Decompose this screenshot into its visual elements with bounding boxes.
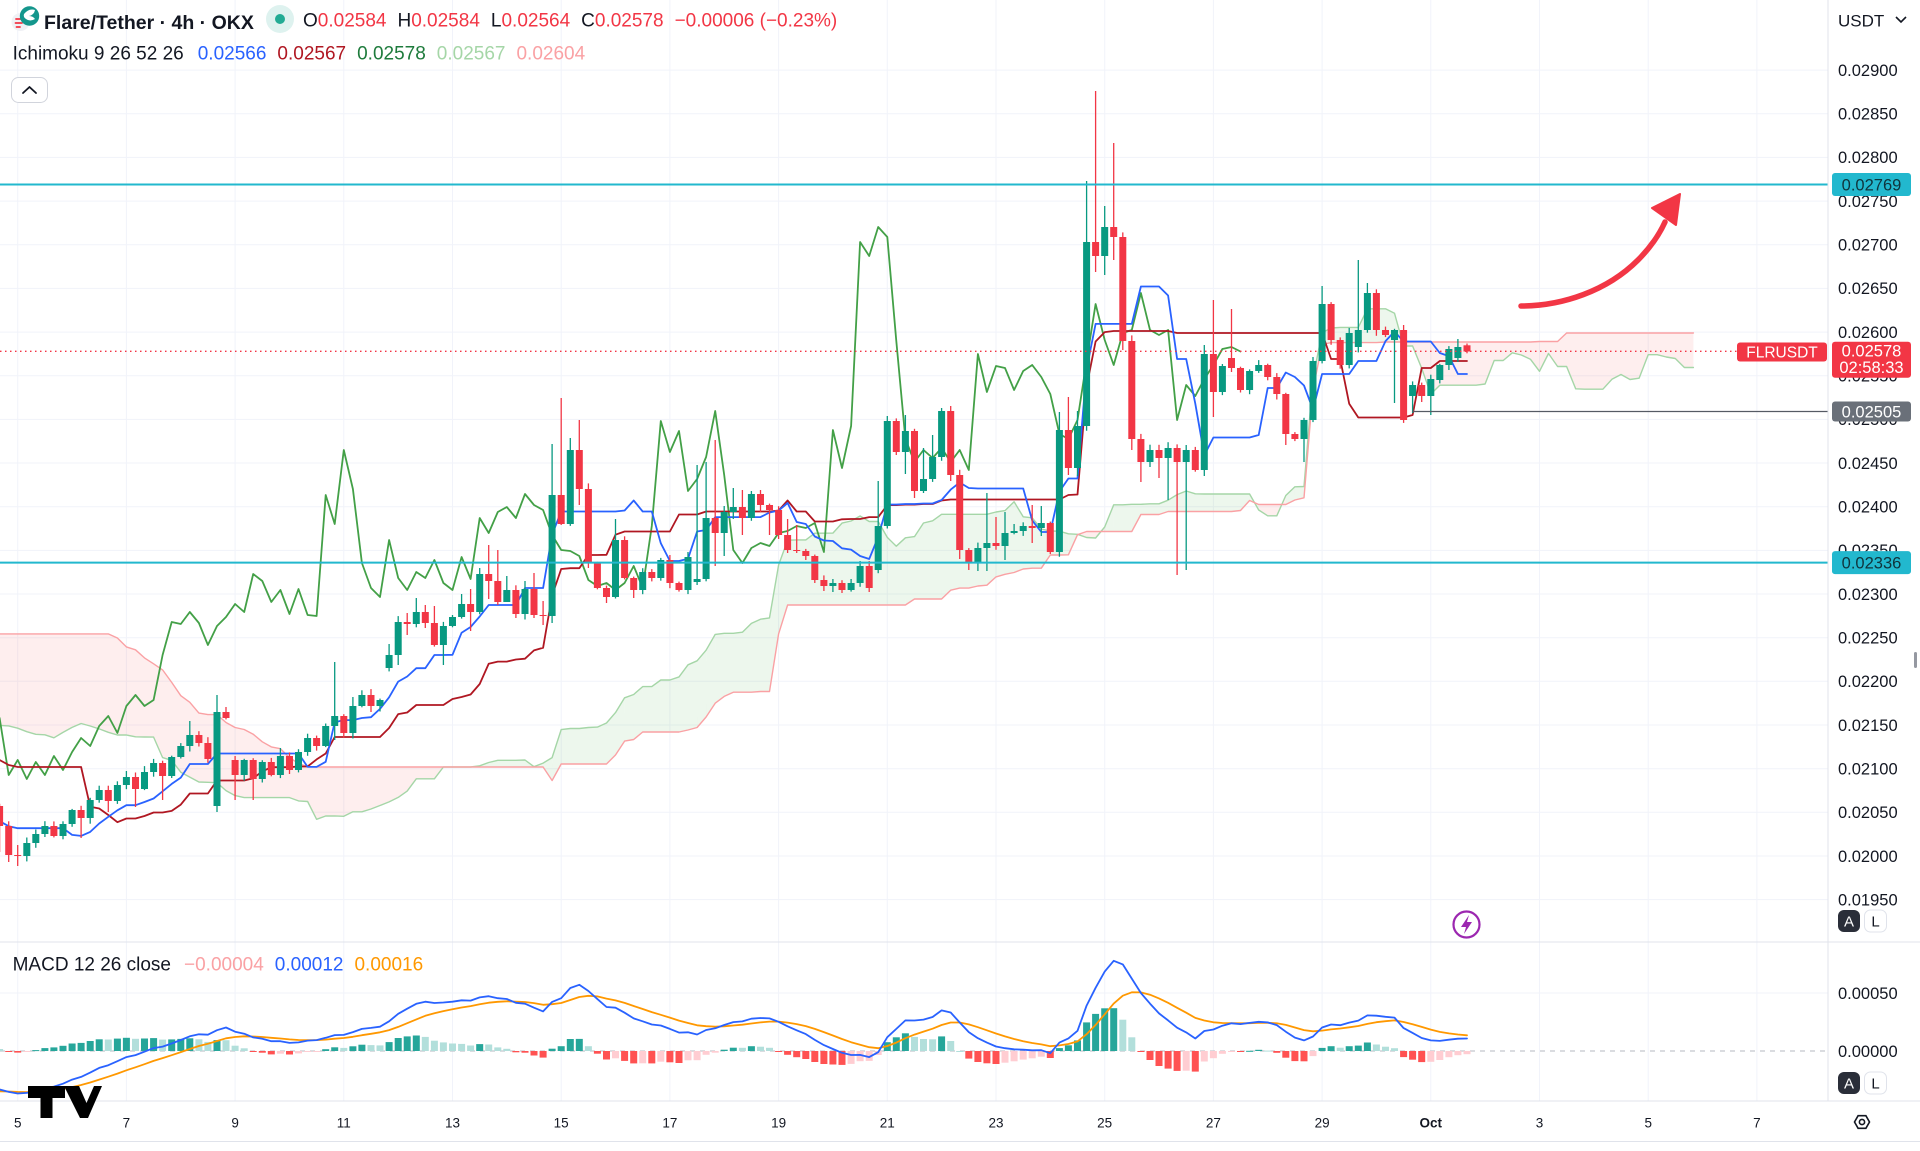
svg-text:13: 13 xyxy=(445,1116,460,1131)
svg-text:21: 21 xyxy=(880,1116,895,1131)
svg-text:0.02900: 0.02900 xyxy=(1838,62,1898,80)
svg-text:0.02800: 0.02800 xyxy=(1838,149,1898,167)
svg-text:0.02600: 0.02600 xyxy=(1838,324,1898,342)
svg-text:A: A xyxy=(1844,1076,1854,1093)
svg-text:0.02450: 0.02450 xyxy=(1838,455,1898,473)
svg-text:19: 19 xyxy=(771,1116,786,1131)
svg-text:0.02200: 0.02200 xyxy=(1838,673,1898,691)
svg-text:29: 29 xyxy=(1315,1116,1330,1131)
svg-text:7: 7 xyxy=(123,1116,131,1131)
svg-text:0.02750: 0.02750 xyxy=(1838,193,1898,211)
svg-text:0.02850: 0.02850 xyxy=(1838,106,1898,124)
svg-text:0.02700: 0.02700 xyxy=(1838,237,1898,255)
svg-text:5: 5 xyxy=(1644,1116,1652,1131)
svg-text:L: L xyxy=(1871,914,1879,931)
svg-text:0.02769: 0.02769 xyxy=(1842,176,1902,194)
svg-text:0.02505: 0.02505 xyxy=(1842,403,1902,421)
svg-text:0.02650: 0.02650 xyxy=(1838,280,1898,298)
svg-text:0.00000: 0.00000 xyxy=(1838,1043,1898,1061)
svg-text:A: A xyxy=(1844,914,1854,931)
svg-text:0.02336: 0.02336 xyxy=(1842,554,1902,572)
svg-text:02:58:33: 02:58:33 xyxy=(1839,359,1903,377)
svg-text:Oct: Oct xyxy=(1420,1116,1443,1131)
svg-text:Flare/Tether · 4h · OKX: Flare/Tether · 4h · OKX xyxy=(44,12,254,34)
svg-text:FLRUSDT: FLRUSDT xyxy=(1746,345,1818,362)
svg-text:0.02050: 0.02050 xyxy=(1838,804,1898,822)
svg-text:USDT: USDT xyxy=(1838,12,1884,31)
svg-text:25: 25 xyxy=(1097,1116,1112,1131)
svg-text:0.02300: 0.02300 xyxy=(1838,586,1898,604)
svg-text:0.01950: 0.01950 xyxy=(1838,891,1898,909)
svg-text:23: 23 xyxy=(988,1116,1003,1131)
svg-text:0.02100: 0.02100 xyxy=(1838,761,1898,779)
svg-text:0.02150: 0.02150 xyxy=(1838,717,1898,735)
svg-text:11: 11 xyxy=(337,1116,351,1131)
svg-text:0.02250: 0.02250 xyxy=(1838,630,1898,648)
svg-text:0.02578: 0.02578 xyxy=(1842,343,1902,361)
svg-text:0.02400: 0.02400 xyxy=(1838,499,1898,517)
svg-text:9: 9 xyxy=(231,1116,239,1131)
svg-text:0.00050: 0.00050 xyxy=(1838,985,1898,1003)
svg-text:L: L xyxy=(1871,1076,1879,1093)
svg-text:17: 17 xyxy=(662,1116,677,1131)
svg-text:27: 27 xyxy=(1206,1116,1221,1131)
svg-text:0.02000: 0.02000 xyxy=(1838,848,1898,866)
svg-text:5: 5 xyxy=(14,1116,22,1131)
svg-text:15: 15 xyxy=(554,1116,569,1131)
svg-text:3: 3 xyxy=(1536,1116,1544,1131)
svg-text:7: 7 xyxy=(1753,1116,1761,1131)
